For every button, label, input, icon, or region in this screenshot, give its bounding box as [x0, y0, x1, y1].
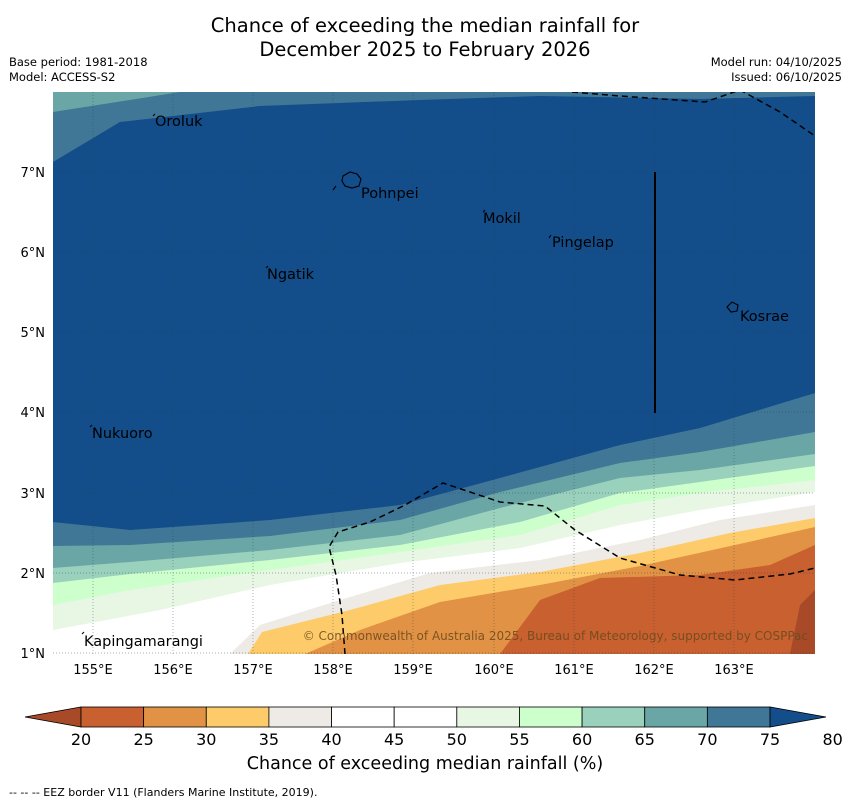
colorbar-segment: [143, 706, 207, 728]
lat-label: 5°N: [21, 326, 46, 341]
model-run: Model run: 04/10/2025: [710, 55, 842, 69]
base-period: Base period: 1981-2018: [9, 55, 148, 69]
colorbar-segment: [706, 706, 771, 728]
pohnpei-island: [341, 171, 362, 189]
issued-date: Issued: 06/10/2025: [731, 70, 842, 84]
title-line-1: Chance of exceeding the median rainfall …: [210, 14, 640, 37]
colorbar-tick-label: 60: [572, 730, 592, 749]
colorbar-tick-label: 75: [760, 730, 780, 749]
colorbar-tick-label: 20: [71, 730, 91, 749]
island-outlines: [81, 113, 739, 635]
label-nukuoro: Nukuoro: [92, 426, 153, 442]
longitude-axis-labels: 155°E 156°E 157°E 158°E 159°E 160°E 161°…: [73, 663, 754, 678]
colorbar-title: Chance of exceeding median rainfall (%): [246, 754, 604, 774]
label-pohnpei: Pohnpei: [361, 186, 419, 202]
colorbar-tick-label: 70: [697, 730, 717, 749]
colorbar-segment: [268, 706, 332, 728]
model-name: Model: ACCESS-S2: [9, 70, 116, 84]
lon-label: 162°E: [634, 663, 674, 678]
eez-border: [328, 92, 815, 654]
lon-label: 157°E: [233, 663, 273, 678]
label-mokil: Mokil: [483, 211, 521, 227]
band-20-25: [790, 590, 815, 654]
lat-label: 1°N: [21, 647, 46, 662]
ngatik-atoll: [265, 265, 269, 269]
colorbar-extend-high: [769, 706, 827, 728]
lon-label: 159°E: [393, 663, 433, 678]
colorbar-tick-label: 55: [509, 730, 529, 749]
copyright-text: © Commonwealth of Australia 2025, Bureau…: [303, 629, 808, 643]
lat-label: 7°N: [21, 166, 46, 181]
colorbar-tick-label: 80: [822, 730, 842, 749]
place-labels: Oroluk Pohnpei Mokil Pingelap Ngatik Kos…: [84, 114, 789, 650]
latitude-axis-labels: 7°N 6°N 5°N 4°N 3°N 2°N 1°N: [21, 166, 46, 662]
colorbar-segment: [331, 706, 395, 728]
lat-label: 3°N: [21, 487, 46, 502]
colorbar-tick-label: 40: [321, 730, 341, 749]
colorbar: 20 25 30 35 40 45 50 55 60 65 70 75 80: [24, 706, 843, 749]
ant-atoll: [332, 185, 337, 191]
lat-label: 2°N: [21, 567, 46, 582]
colorbar-segment: [456, 706, 520, 728]
lon-label: 163°E: [714, 663, 754, 678]
oroluk-atoll: [152, 113, 156, 117]
eez-footnote: -- -- -- EEZ border V11 (Flanders Marine…: [9, 786, 318, 799]
colorbar-segment: [644, 706, 708, 728]
lon-label: 160°E: [474, 663, 514, 678]
colorbar-tick-label: 50: [447, 730, 467, 749]
lon-label: 155°E: [73, 663, 113, 678]
colorbar-tick-label: 65: [635, 730, 655, 749]
colorbar-tick-label: 25: [133, 730, 153, 749]
colorbar-segment: [581, 706, 646, 728]
lon-label: 161°E: [554, 663, 594, 678]
colorbar-tick-label: 30: [196, 730, 216, 749]
lon-label: 158°E: [313, 663, 353, 678]
label-kapingamarangi: Kapingamarangi: [84, 634, 203, 650]
nukuoro-atoll: [89, 424, 93, 428]
band-25-30: [500, 545, 815, 654]
lat-label: 4°N: [21, 406, 46, 421]
colorbar-tick-label: 35: [259, 730, 279, 749]
colorbar-extend-low: [24, 706, 82, 728]
lon-label: 156°E: [153, 663, 193, 678]
label-ngatik: Ngatik: [267, 267, 315, 283]
label-pingelap: Pingelap: [552, 235, 614, 251]
lat-label: 6°N: [21, 246, 46, 261]
colorbar-segment: [205, 706, 270, 728]
colorbar-segment: [80, 706, 145, 728]
pingelap-atoll: [548, 234, 552, 239]
mokil-atoll: [482, 209, 486, 213]
colorbar-segment: [393, 706, 458, 728]
colorbar-tick-label: 45: [384, 730, 404, 749]
label-oroluk: Oroluk: [155, 114, 203, 130]
kosrae-island: [726, 301, 739, 313]
title-line-2: December 2025 to February 2026: [259, 38, 591, 61]
rainfall-probability-field: [53, 92, 815, 654]
kapingamarangi-atoll: [81, 631, 85, 635]
colorbar-segment: [519, 706, 583, 728]
label-kosrae: Kosrae: [740, 309, 789, 325]
band-65-70-north: [53, 92, 180, 112]
